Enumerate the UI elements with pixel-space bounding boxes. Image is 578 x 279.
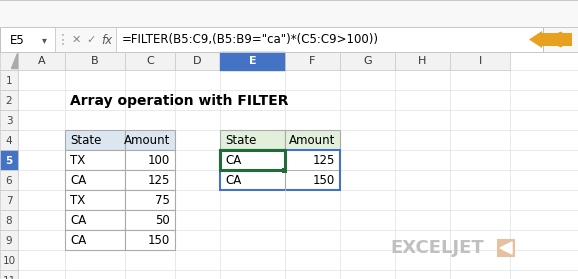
Bar xyxy=(285,170,340,190)
Bar xyxy=(285,130,340,150)
Text: State: State xyxy=(70,134,101,147)
Bar xyxy=(65,190,125,210)
Bar xyxy=(0,190,18,210)
Bar xyxy=(285,150,340,170)
Text: CA: CA xyxy=(225,174,241,187)
Text: D: D xyxy=(193,57,202,66)
Bar xyxy=(125,52,175,70)
Bar xyxy=(220,150,285,170)
Text: I: I xyxy=(479,57,481,66)
Text: State: State xyxy=(225,134,257,147)
Text: F: F xyxy=(309,57,316,66)
Text: 7: 7 xyxy=(6,196,12,206)
Bar xyxy=(497,239,515,257)
Bar xyxy=(175,52,220,70)
Text: E5: E5 xyxy=(10,33,25,47)
Bar xyxy=(0,110,18,130)
Text: 150: 150 xyxy=(313,174,335,187)
Bar xyxy=(450,52,510,70)
Bar xyxy=(0,70,578,279)
Text: G: G xyxy=(363,57,372,66)
Text: 6: 6 xyxy=(6,175,12,186)
Text: 10: 10 xyxy=(2,256,16,266)
Bar xyxy=(125,150,175,170)
Bar xyxy=(125,230,175,250)
Text: CA: CA xyxy=(70,174,86,187)
Text: A: A xyxy=(38,57,45,66)
Bar xyxy=(125,130,175,150)
Text: ⋮: ⋮ xyxy=(56,33,70,47)
Bar xyxy=(0,130,18,150)
Bar xyxy=(125,170,175,190)
Bar xyxy=(125,190,175,210)
Text: EXCELJET: EXCELJET xyxy=(390,239,484,257)
Bar xyxy=(0,27,55,52)
Text: C: C xyxy=(146,57,154,66)
Bar xyxy=(0,210,18,230)
Text: 100: 100 xyxy=(148,154,170,167)
Bar xyxy=(220,52,285,70)
Bar xyxy=(65,170,125,190)
Text: 4: 4 xyxy=(6,136,12,146)
Polygon shape xyxy=(500,242,512,254)
Text: CA: CA xyxy=(70,234,86,247)
Text: 125: 125 xyxy=(147,174,170,187)
Polygon shape xyxy=(11,53,17,68)
Text: 5: 5 xyxy=(5,155,13,165)
Text: TX: TX xyxy=(70,154,85,167)
Bar xyxy=(65,230,125,250)
Text: TX: TX xyxy=(70,194,85,207)
Bar xyxy=(125,210,175,230)
Text: Amount: Amount xyxy=(288,134,335,147)
Bar xyxy=(395,52,450,70)
Bar xyxy=(220,150,340,190)
Text: E: E xyxy=(249,57,256,66)
Text: 125: 125 xyxy=(313,154,335,167)
Bar xyxy=(18,52,65,70)
Bar xyxy=(0,230,18,250)
Text: CA: CA xyxy=(70,214,86,227)
Bar xyxy=(220,170,285,190)
Text: 150: 150 xyxy=(148,234,170,247)
Text: B: B xyxy=(91,57,99,66)
Text: CA: CA xyxy=(225,154,241,167)
Bar xyxy=(116,27,543,52)
Text: H: H xyxy=(418,57,427,66)
Text: 2: 2 xyxy=(6,95,12,105)
Text: 75: 75 xyxy=(155,194,170,207)
Text: ✕: ✕ xyxy=(71,35,81,45)
Text: Amount: Amount xyxy=(124,134,170,147)
Text: 11: 11 xyxy=(2,275,16,279)
Bar xyxy=(340,52,395,70)
Bar xyxy=(0,170,18,190)
Bar xyxy=(65,52,125,70)
Bar xyxy=(285,52,340,70)
Text: 1: 1 xyxy=(6,76,12,85)
Text: 8: 8 xyxy=(6,215,12,225)
Bar xyxy=(0,250,18,270)
Text: 3: 3 xyxy=(6,116,12,126)
Text: ✓: ✓ xyxy=(86,35,96,45)
Bar xyxy=(0,90,18,110)
Bar xyxy=(0,270,18,279)
Bar xyxy=(0,150,18,170)
Text: 9: 9 xyxy=(6,235,12,246)
Bar xyxy=(65,210,125,230)
Bar xyxy=(65,150,125,170)
FancyArrow shape xyxy=(529,31,572,48)
Text: fx: fx xyxy=(101,33,113,47)
Text: Array operation with FILTER: Array operation with FILTER xyxy=(70,93,288,107)
Bar xyxy=(0,52,18,70)
Bar xyxy=(0,0,578,52)
Text: =FILTER(B5:C9,(B5:B9="ca")*(C5:C9>100)): =FILTER(B5:C9,(B5:B9="ca")*(C5:C9>100)) xyxy=(122,33,379,47)
Bar xyxy=(220,150,285,170)
Bar xyxy=(281,167,287,172)
Bar xyxy=(65,130,125,150)
Text: 50: 50 xyxy=(155,214,170,227)
Bar xyxy=(220,130,285,150)
Bar xyxy=(0,70,18,90)
Text: ▾: ▾ xyxy=(42,35,46,45)
